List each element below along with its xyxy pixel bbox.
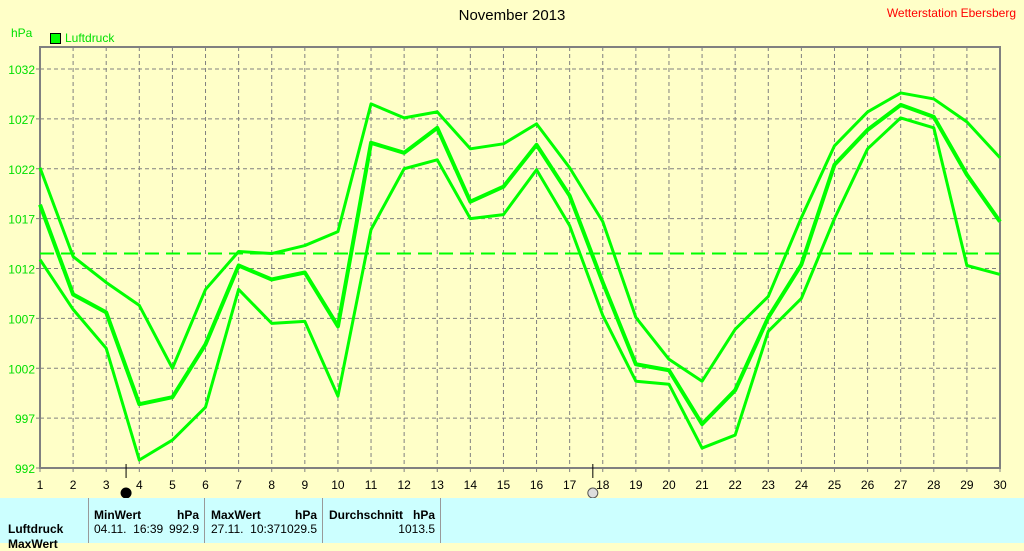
x-tick-label: 21: [695, 478, 709, 492]
legend-label: Luftdruck: [65, 31, 115, 45]
max-unit: hPa: [294, 508, 317, 522]
max-column: MaxWert hPa 27.11. 10:37 1029.5: [205, 498, 323, 543]
min-date: 04.11. 16:39: [94, 522, 164, 536]
x-tick-label: 4: [136, 478, 143, 492]
y-tick-label: 1022: [8, 163, 35, 177]
x-tick-label: 16: [530, 478, 544, 492]
x-tick-label: 5: [169, 478, 176, 492]
min-header: MinWert: [94, 508, 142, 522]
x-tick-label: 11: [365, 478, 378, 492]
x-tick-label: 25: [828, 478, 842, 492]
min-marker-icon: [120, 487, 132, 498]
chart-area: November 2013 Wetterstation Ebersberg hP…: [8, 6, 1016, 498]
series-line-min: [38, 116, 1001, 462]
x-tick-label: 30: [993, 478, 1007, 492]
x-tick-label: 29: [960, 478, 974, 492]
x-tick-label: 18: [596, 478, 610, 492]
x-tick-label: 28: [927, 478, 941, 492]
x-tick-label: 9: [301, 478, 308, 492]
min-column: MinWert hPa 04.11. 16:39 992.9: [88, 498, 205, 543]
x-tick-label: 14: [464, 478, 478, 492]
x-tick-label: 10: [331, 478, 345, 492]
plot-frame: [39, 46, 1001, 469]
y-tick-label: 1027: [8, 113, 35, 127]
series-line-max: [38, 91, 1002, 383]
y-tick-label: 997: [15, 412, 35, 426]
x-tick-label: 24: [795, 478, 809, 492]
avg-column: Durchschnitt hPa 1013.5: [323, 498, 441, 543]
y-tick-label: 1017: [8, 213, 35, 227]
x-tick-label: 13: [431, 478, 445, 492]
y-tick-label: 1032: [8, 63, 35, 77]
x-tick-label: 22: [728, 478, 742, 492]
x-tick-label: 26: [861, 478, 875, 492]
x-tick-label: 19: [629, 478, 643, 492]
max-value: 1029.5: [280, 522, 317, 536]
x-tick-label: 6: [202, 478, 209, 492]
stats-table: Luftdruck MaxWert MinWert hPa 04.11. 16:…: [0, 498, 1024, 551]
min-unit: hPa: [176, 508, 199, 522]
x-tick-label: 27: [894, 478, 908, 492]
avg-unit: hPa: [412, 508, 435, 522]
legend: Luftdruck: [50, 31, 114, 45]
station-name: Wetterstation Ebersberg: [886, 6, 1016, 20]
min-value: 992.9: [168, 522, 199, 536]
series-line-luftdruck: [38, 102, 1002, 427]
x-tick-label: 15: [497, 478, 511, 492]
x-tick-label: 17: [563, 478, 577, 492]
max-header: MaxWert: [211, 508, 261, 522]
x-tick-label: 7: [235, 478, 242, 492]
x-tick-label: 23: [762, 478, 776, 492]
x-tick-label: 2: [70, 478, 77, 492]
y-tick-label: 1012: [8, 263, 35, 277]
max-marker-icon: [587, 487, 599, 498]
legend-swatch: [50, 32, 61, 44]
x-tick-label: 8: [268, 478, 275, 492]
x-tick-label: 12: [397, 478, 411, 492]
avg-header: Durchschnitt: [329, 508, 404, 522]
y-axis-unit: hPa: [11, 26, 33, 40]
y-tick-label: 1002: [8, 362, 35, 376]
avg-value: 1013.5: [398, 522, 435, 536]
y-tick-label: 992: [15, 462, 35, 476]
chart-title: November 2013: [458, 7, 566, 24]
x-tick-label: 3: [103, 478, 110, 492]
row-label-2: MaxWert: [8, 537, 58, 551]
label-column: Luftdruck MaxWert: [0, 498, 89, 551]
row-label: Luftdruck: [8, 522, 64, 536]
x-tick-label: 1: [37, 478, 44, 492]
y-tick-label: 1007: [8, 312, 35, 326]
max-date: 27.11. 10:37: [211, 522, 281, 536]
x-tick-label: 20: [662, 478, 676, 492]
